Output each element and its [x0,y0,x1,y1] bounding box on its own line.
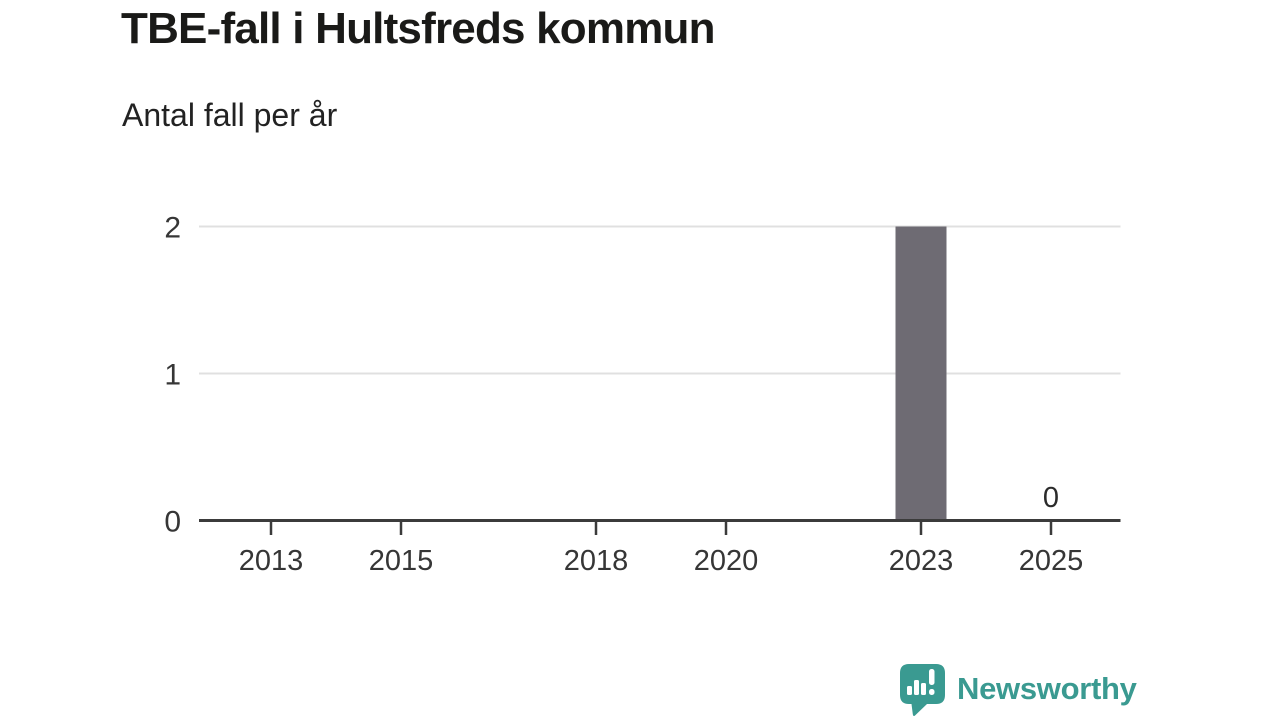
x-axis-label-2013: 2013 [239,545,304,577]
y-axis-label-1: 1 [164,359,181,392]
x-axis-label-2020: 2020 [694,545,759,577]
x-axis-label-2015: 2015 [369,545,434,577]
y-axis-label-2: 2 [164,212,181,245]
logo-exclamation-dot [929,689,935,695]
x-axis-label-2025: 2025 [1019,545,1084,577]
chart-title: TBE-fall i Hultsfreds kommun [121,4,715,53]
value-label-2025: 0 [1043,482,1059,514]
logo-bar-2 [914,680,919,695]
bar-2023 [895,226,947,521]
newsworthy-logo-icon [900,664,945,716]
x-axis-label-2018: 2018 [564,545,629,577]
chart-subtitle: Antal fall per år [122,97,338,133]
brand-footer: Newsworthy [899,664,1137,716]
logo-bar-3 [921,683,926,695]
logo-exclamation-stem [929,669,935,685]
logo-bar-1 [907,686,912,695]
x-axis-label-2023: 2023 [889,545,954,577]
brand-name: Newsworthy [957,671,1137,706]
y-axis-label-0: 0 [164,506,181,539]
